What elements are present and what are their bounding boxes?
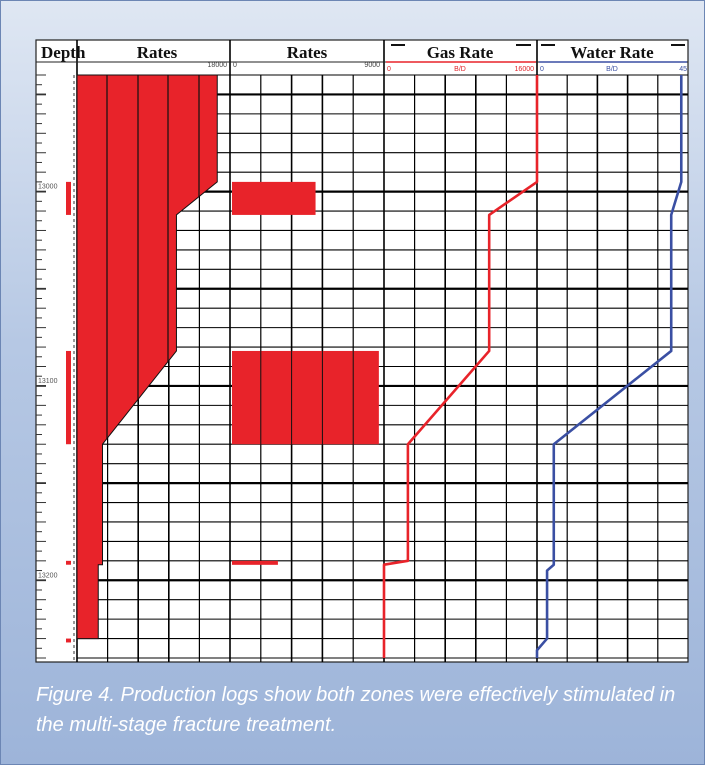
gas-scale-max: 16000	[515, 66, 535, 73]
perforation-marker	[66, 638, 71, 643]
zone-rate-bar	[232, 181, 316, 215]
scale-max-label: 9000	[364, 62, 380, 69]
cumulative-flow-area	[76, 74, 218, 640]
scale-max-label: 18000	[208, 62, 228, 69]
zone-rate-bar	[232, 350, 379, 445]
water-scale-unit: B/D	[606, 66, 618, 73]
gas-rate-line	[382, 75, 539, 658]
perforation-marker	[66, 181, 71, 215]
water-scale-max: 45	[679, 66, 687, 73]
depth-label: 13000	[38, 184, 58, 191]
zone-rate-bar	[232, 560, 278, 565]
perforation-marker	[66, 350, 71, 445]
track3-title: Gas Rate	[427, 43, 494, 62]
perforation-marker	[66, 560, 71, 565]
scale-min-label: 0	[233, 62, 237, 69]
water-rate-line	[535, 75, 683, 658]
depth-label: 13200	[38, 572, 58, 579]
figure-caption: Figure 4. Production logs show both zone…	[36, 684, 676, 736]
track1-title: Rates	[137, 43, 178, 62]
depth-header: Depth	[41, 43, 86, 62]
track4-title: Water Rate	[570, 43, 654, 62]
track2-title: Rates	[287, 43, 328, 62]
depth-label: 13100	[38, 378, 58, 385]
water-scale-min: 0	[540, 66, 544, 73]
gas-scale-unit: B/D	[454, 66, 466, 73]
gas-scale-min: 0	[387, 66, 391, 73]
